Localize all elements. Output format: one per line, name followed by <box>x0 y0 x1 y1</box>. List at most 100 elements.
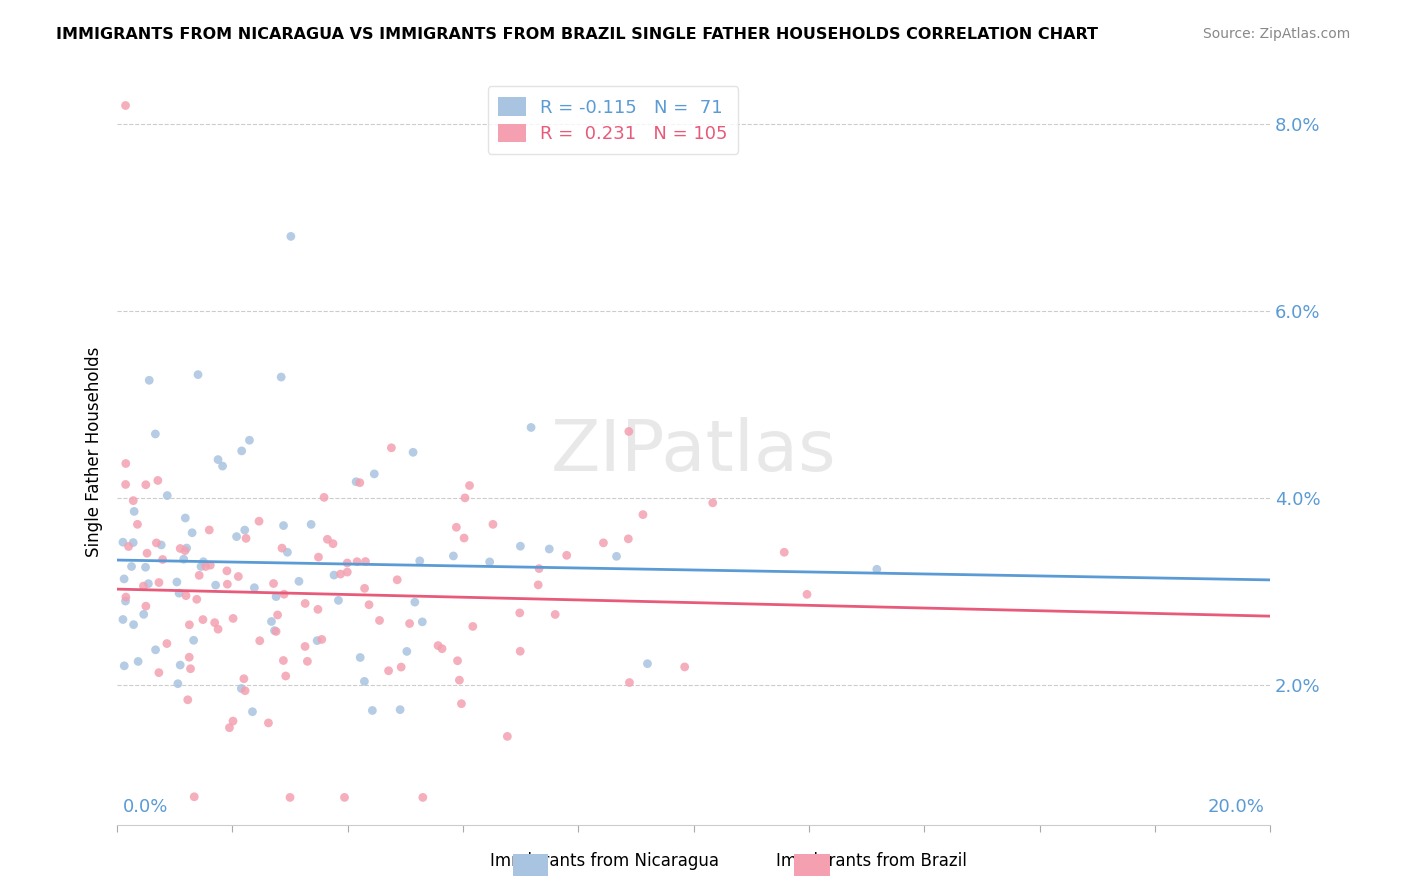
Point <box>188 568 211 582</box>
Point <box>322 537 344 551</box>
Point <box>145 536 167 550</box>
Point <box>114 594 136 608</box>
Point <box>454 491 477 505</box>
Point <box>200 558 222 573</box>
Point <box>132 579 155 593</box>
Point <box>191 613 214 627</box>
Point <box>114 98 136 112</box>
Point <box>441 549 464 563</box>
Point <box>190 559 212 574</box>
Point <box>179 617 201 632</box>
Point <box>527 578 550 592</box>
Point <box>207 452 229 467</box>
Point <box>773 545 796 559</box>
Point <box>354 555 377 569</box>
Point <box>138 373 160 387</box>
Point <box>204 578 226 592</box>
Point <box>122 504 145 518</box>
Point <box>127 655 149 669</box>
Point <box>136 546 159 560</box>
Point <box>270 370 292 384</box>
Point <box>323 568 346 582</box>
Point <box>122 535 145 549</box>
Point <box>135 599 157 614</box>
Point <box>231 443 253 458</box>
Point <box>122 617 145 632</box>
Text: IMMIGRANTS FROM NICARAGUA VS IMMIGRANTS FROM BRAZIL SINGLE FATHER HOUSEHOLDS COR: IMMIGRANTS FROM NICARAGUA VS IMMIGRANTS … <box>56 27 1098 42</box>
Point <box>288 574 311 589</box>
Point <box>264 624 287 639</box>
Point <box>167 586 190 600</box>
Point <box>368 614 391 628</box>
Point <box>478 555 501 569</box>
Point <box>121 559 143 574</box>
Point <box>176 541 198 555</box>
Point <box>328 593 350 607</box>
Point <box>148 575 170 590</box>
Point <box>235 532 257 546</box>
Point <box>311 632 333 647</box>
Point <box>122 493 145 508</box>
Y-axis label: Single Father Households: Single Father Households <box>86 346 103 557</box>
Point <box>380 441 402 455</box>
Point <box>112 572 135 586</box>
Point <box>307 633 329 648</box>
Point <box>430 641 453 656</box>
Point <box>215 564 238 578</box>
Point <box>349 475 371 490</box>
Point <box>307 602 329 616</box>
Point <box>225 530 247 544</box>
Point <box>166 574 188 589</box>
Point <box>361 703 384 717</box>
Point <box>404 595 426 609</box>
Point <box>263 576 285 591</box>
Point <box>346 555 368 569</box>
Point <box>217 577 239 591</box>
Point <box>169 541 191 556</box>
Point <box>294 597 316 611</box>
Text: 0.0%: 0.0% <box>122 798 169 816</box>
Point <box>152 552 174 566</box>
Point <box>111 612 134 626</box>
Point <box>218 721 240 735</box>
Point <box>114 457 136 471</box>
Point <box>117 540 139 554</box>
Point <box>344 475 367 489</box>
Point <box>231 681 253 696</box>
Point <box>398 616 420 631</box>
Point <box>232 672 254 686</box>
Point <box>242 705 264 719</box>
Point <box>333 790 356 805</box>
Point <box>198 523 221 537</box>
Point <box>228 569 250 583</box>
Point <box>427 639 450 653</box>
Point <box>592 536 614 550</box>
Point <box>146 474 169 488</box>
Point <box>238 434 260 448</box>
Point <box>273 653 295 667</box>
Point <box>204 615 226 630</box>
Point <box>308 550 330 565</box>
Point <box>450 697 472 711</box>
Point <box>409 554 432 568</box>
Point <box>174 543 197 558</box>
Point <box>211 458 233 473</box>
Point <box>260 615 283 629</box>
Point <box>183 633 205 648</box>
Point <box>453 531 475 545</box>
Text: ZIPatlas: ZIPatlas <box>551 417 837 486</box>
Point <box>112 658 135 673</box>
Point <box>145 642 167 657</box>
Point <box>617 532 640 546</box>
Point <box>233 523 256 537</box>
Point <box>316 533 339 547</box>
Point <box>520 420 543 434</box>
Point <box>156 489 179 503</box>
Point <box>446 520 468 534</box>
Point <box>263 624 285 638</box>
Point <box>138 576 160 591</box>
Point <box>458 478 481 492</box>
Point <box>509 539 531 553</box>
Point <box>169 658 191 673</box>
Point <box>135 560 157 574</box>
